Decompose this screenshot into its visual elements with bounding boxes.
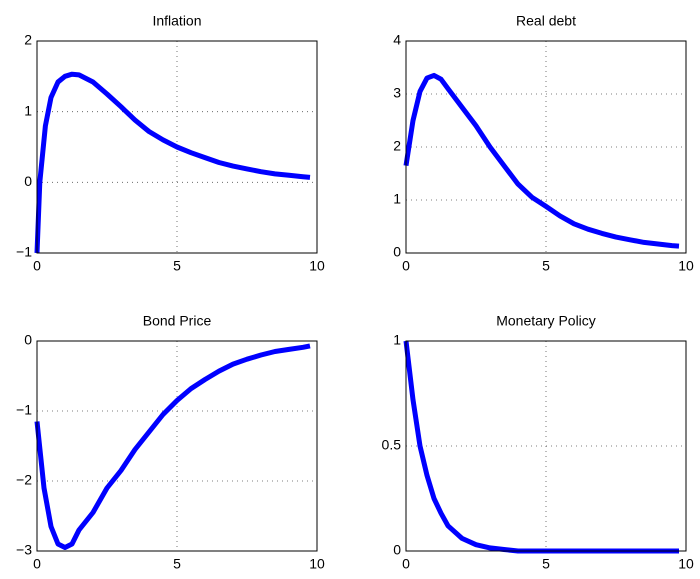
x-tick-label: 5 [173, 556, 181, 572]
y-tick-label: −1 [16, 402, 32, 418]
x-tick-label: 5 [173, 258, 181, 274]
chart-title: Bond Price [143, 313, 212, 329]
data-line [403, 72, 680, 249]
y-tick-label: −3 [16, 542, 32, 558]
y-tick-label: 2 [24, 32, 32, 48]
chart-title: Monetary Policy [496, 313, 596, 329]
y-tick-label: 1 [24, 102, 32, 118]
y-tick-label: 1 [393, 332, 401, 348]
x-tick-label: 0 [402, 556, 410, 572]
x-tick-label: 10 [678, 258, 694, 274]
y-tick-label: 0 [393, 542, 401, 558]
y-tick-label: 0 [393, 244, 401, 260]
y-tick-label: 0 [24, 173, 32, 189]
x-tick-label: 10 [309, 258, 325, 274]
axes-frame [405, 40, 687, 254]
y-tick-label: −1 [16, 244, 32, 260]
x-tick-label: 0 [402, 258, 410, 274]
axes-frame [36, 340, 318, 552]
y-tick-label: 0 [24, 332, 32, 348]
y-tick-label: 1 [393, 191, 401, 207]
x-tick-label: 10 [309, 556, 325, 572]
chart-title: Inflation [152, 13, 201, 29]
y-tick-label: 2 [393, 138, 401, 154]
y-tick-label: 4 [393, 32, 401, 48]
x-tick-label: 5 [542, 556, 550, 572]
axes-frame [36, 40, 318, 254]
x-tick-label: 0 [33, 258, 41, 274]
x-tick-label: 10 [678, 556, 694, 572]
y-tick-label: 0.5 [382, 437, 402, 453]
y-tick-label: 3 [393, 85, 401, 101]
data-line [34, 71, 311, 254]
y-tick-label: −2 [16, 472, 32, 488]
x-tick-label: 0 [33, 556, 41, 572]
x-tick-label: 5 [542, 258, 550, 274]
chart-title: Real debt [516, 13, 576, 29]
data-line [34, 343, 311, 550]
axes-frame [405, 340, 687, 552]
